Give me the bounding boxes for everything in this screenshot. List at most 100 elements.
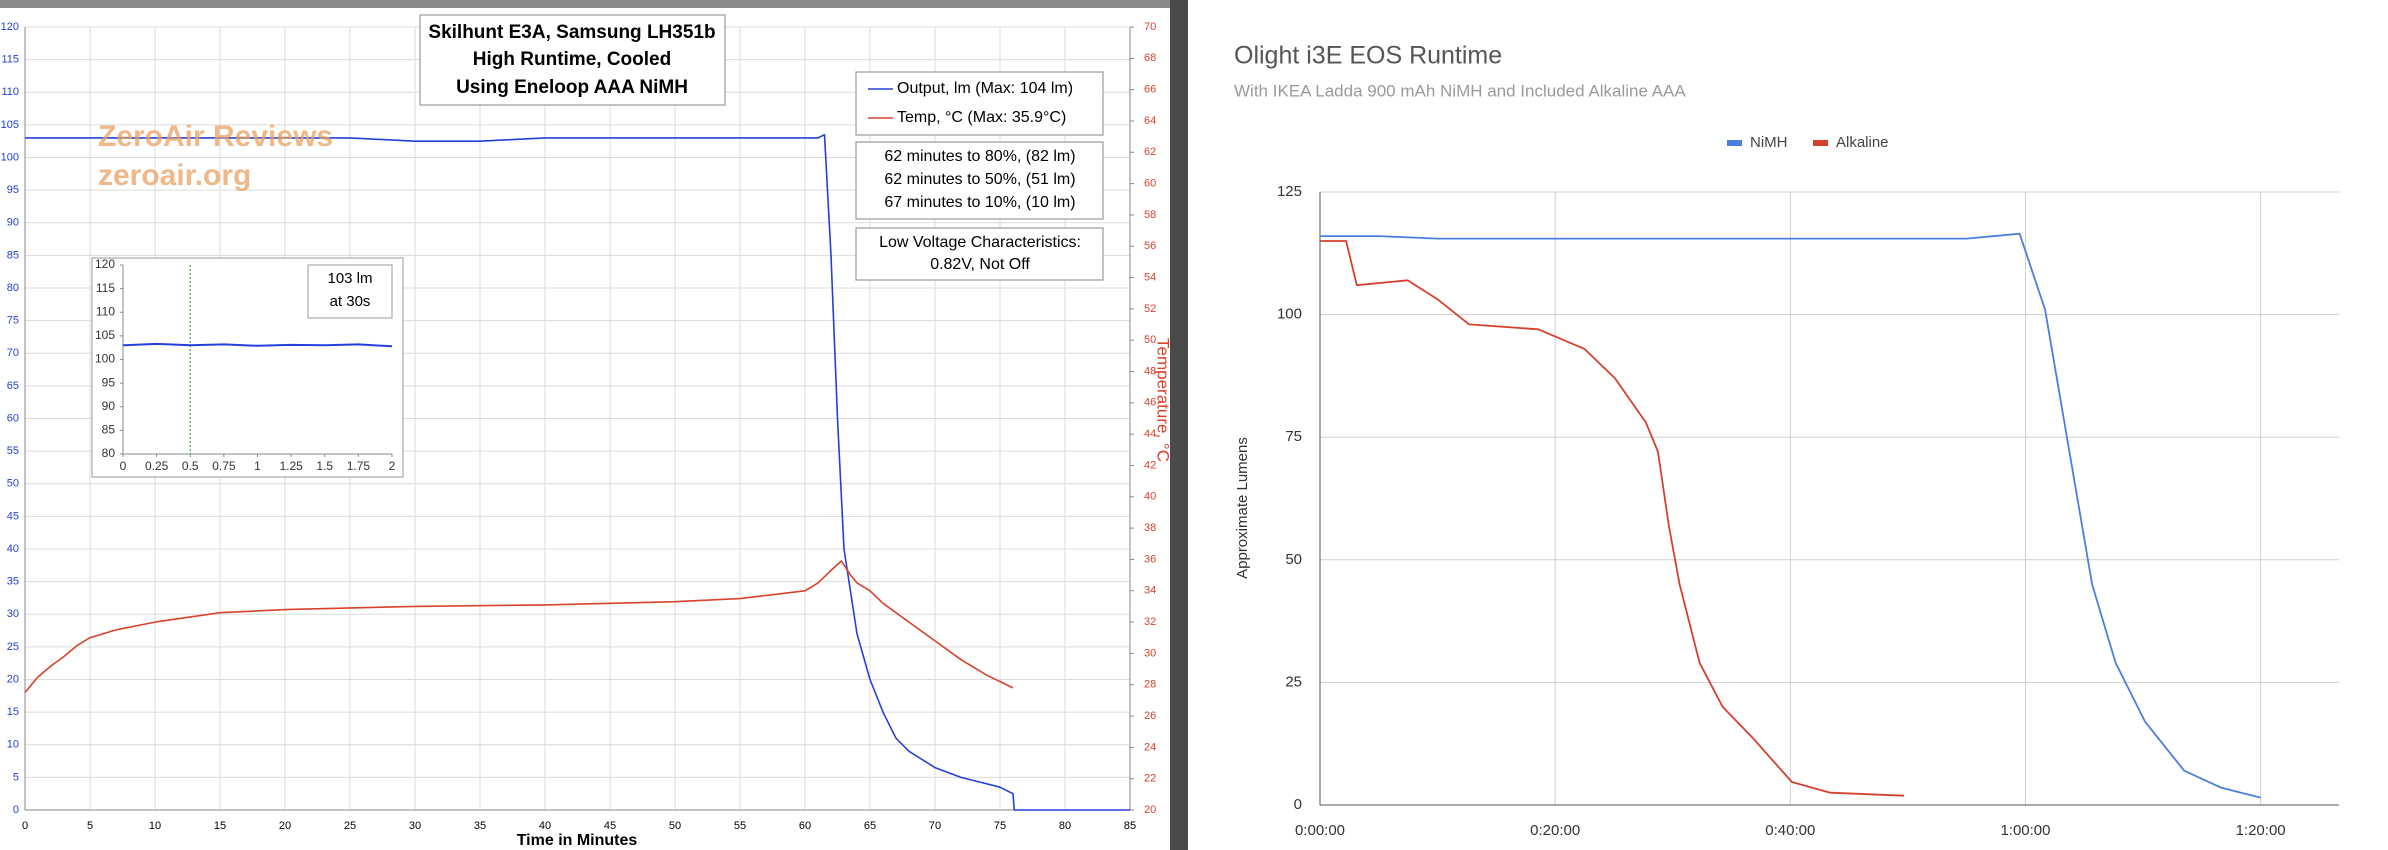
y-tick-label: 85 bbox=[7, 249, 19, 261]
x-tick-label: 30 bbox=[409, 820, 421, 832]
y2-tick-label: 56 bbox=[1144, 240, 1156, 252]
y-tick-label: 0 bbox=[1294, 796, 1302, 813]
y-tick-label: 5 bbox=[13, 771, 19, 783]
y2-tick-label: 70 bbox=[1144, 21, 1156, 33]
y-tick-label: 80 bbox=[102, 446, 116, 460]
x-tick-label: 1.75 bbox=[347, 459, 371, 473]
y2-tick-label: 62 bbox=[1144, 146, 1156, 158]
x-tick-label: 1.25 bbox=[279, 459, 303, 473]
y2-tick-label: 36 bbox=[1144, 553, 1156, 565]
right-panel bbox=[1188, 0, 2388, 850]
y-tick-label: 95 bbox=[7, 184, 19, 196]
annotation: 103 lm bbox=[327, 270, 372, 287]
x-tick-label: 85 bbox=[1124, 820, 1136, 832]
y-tick-label: 45 bbox=[7, 510, 19, 522]
y2-tick-label: 34 bbox=[1144, 585, 1156, 597]
y2-tick-label: 30 bbox=[1144, 647, 1156, 659]
y2-tick-label: 50 bbox=[1144, 334, 1156, 346]
title-box bbox=[419, 14, 726, 106]
y-axis-label: Approximate Lumens bbox=[1234, 437, 1251, 579]
x-tick-label: 10 bbox=[149, 820, 161, 832]
x-tick-label: 25 bbox=[344, 820, 356, 832]
y-tick-label: 50 bbox=[1285, 551, 1302, 568]
y-tick-label: 125 bbox=[1277, 183, 1302, 200]
y-tick-label: 60 bbox=[7, 412, 19, 424]
data-line bbox=[24, 560, 1014, 694]
x-tick-label: 40 bbox=[539, 820, 551, 832]
y2-tick-label: 32 bbox=[1144, 616, 1156, 628]
x-tick-label: 45 bbox=[604, 820, 616, 832]
y-tick-label: 95 bbox=[102, 375, 116, 389]
x-tick-label: 5 bbox=[87, 820, 93, 832]
y-tick-label: 50 bbox=[7, 478, 19, 490]
chart-title: Olight i3E EOS Runtime bbox=[1234, 42, 1502, 70]
y-tick-label: 40 bbox=[7, 543, 19, 555]
y-tick-label: 80 bbox=[7, 282, 19, 294]
x-tick-label: 1:20:00 bbox=[2236, 822, 2286, 839]
watermark: ZeroAir Reviews bbox=[98, 120, 333, 153]
y-tick-label: 70 bbox=[7, 347, 19, 359]
y2-tick-label: 44 bbox=[1144, 428, 1156, 440]
y-tick-label: 55 bbox=[7, 445, 19, 457]
x-tick-label: 0:00:00 bbox=[1295, 822, 1345, 839]
y-tick-label: 115 bbox=[96, 281, 115, 295]
y-tick-label: 100 bbox=[1, 151, 19, 163]
data-line bbox=[25, 133, 1130, 811]
x-tick-label: 1.5 bbox=[316, 459, 333, 473]
legend-swatch bbox=[1813, 140, 1828, 146]
y-tick-label: 100 bbox=[1277, 306, 1302, 323]
y-tick-label: 115 bbox=[1, 54, 19, 66]
annotation: 62 minutes to 80%, (82 lm) bbox=[884, 148, 1075, 165]
x-tick-label: 65 bbox=[864, 820, 876, 832]
x-tick-label: 35 bbox=[474, 820, 486, 832]
x-tick-label: 0 bbox=[22, 820, 28, 832]
y-tick-label: 85 bbox=[102, 423, 116, 437]
y-tick-label: 15 bbox=[7, 706, 19, 718]
y2-tick-label: 26 bbox=[1144, 710, 1156, 722]
x-tick-label: 0.75 bbox=[212, 459, 236, 473]
y2-tick-label: 66 bbox=[1144, 84, 1156, 96]
y-tick-label: 35 bbox=[7, 576, 19, 588]
x-tick-label: 0.5 bbox=[182, 459, 199, 473]
y-tick-label: 20 bbox=[7, 673, 19, 685]
watermark: zeroair.org bbox=[98, 159, 251, 192]
y2-tick-label: 64 bbox=[1144, 115, 1156, 127]
y-tick-label: 0 bbox=[13, 804, 19, 816]
data-line bbox=[1320, 240, 1905, 797]
x-tick-label: 60 bbox=[799, 820, 811, 832]
y-tick-label: 25 bbox=[7, 641, 19, 653]
y-tick-label: 10 bbox=[7, 739, 19, 751]
x-tick-label: 50 bbox=[669, 820, 681, 832]
y-tick-label: 100 bbox=[95, 352, 115, 366]
y2-tick-label: 54 bbox=[1144, 271, 1156, 283]
y2-tick-label: 46 bbox=[1144, 397, 1156, 409]
y-tick-label: 110 bbox=[96, 304, 115, 318]
inset-note-box bbox=[307, 264, 393, 319]
y-tick-label: 105 bbox=[1, 119, 19, 131]
legend-label: Output, lm (Max: 104 lm) bbox=[897, 80, 1073, 97]
x-tick-label: 1 bbox=[254, 459, 261, 473]
x-tick-label: 75 bbox=[994, 820, 1006, 832]
y2-tick-label: 68 bbox=[1144, 52, 1156, 64]
y2-tick-label: 58 bbox=[1144, 209, 1156, 221]
annotation: 0.82V, Not Off bbox=[930, 256, 1030, 273]
y-tick-label: 120 bbox=[1, 21, 19, 33]
chart-subtitle: With IKEA Ladda 900 mAh NiMH and Include… bbox=[1234, 81, 1686, 100]
y-tick-label: 75 bbox=[1285, 428, 1302, 445]
y2-tick-label: 22 bbox=[1144, 773, 1156, 785]
chart-title: Skilhunt E3A, Samsung LH351b bbox=[428, 22, 715, 43]
y-tick-label: 75 bbox=[7, 315, 19, 327]
note-box bbox=[855, 227, 1104, 281]
annotation: 62 minutes to 50%, (51 lm) bbox=[884, 171, 1075, 188]
x-tick-label: 0.25 bbox=[145, 459, 169, 473]
y-tick-label: 90 bbox=[102, 399, 116, 413]
x-axis-label: Time in Minutes bbox=[517, 832, 638, 849]
x-tick-label: 0:20:00 bbox=[1530, 822, 1580, 839]
y-tick-label: 110 bbox=[1, 86, 19, 98]
x-tick-label: 0 bbox=[120, 459, 127, 473]
top-bar bbox=[0, 0, 1170, 8]
y-tick-label: 25 bbox=[1285, 673, 1302, 690]
data-line bbox=[1320, 232, 2261, 799]
